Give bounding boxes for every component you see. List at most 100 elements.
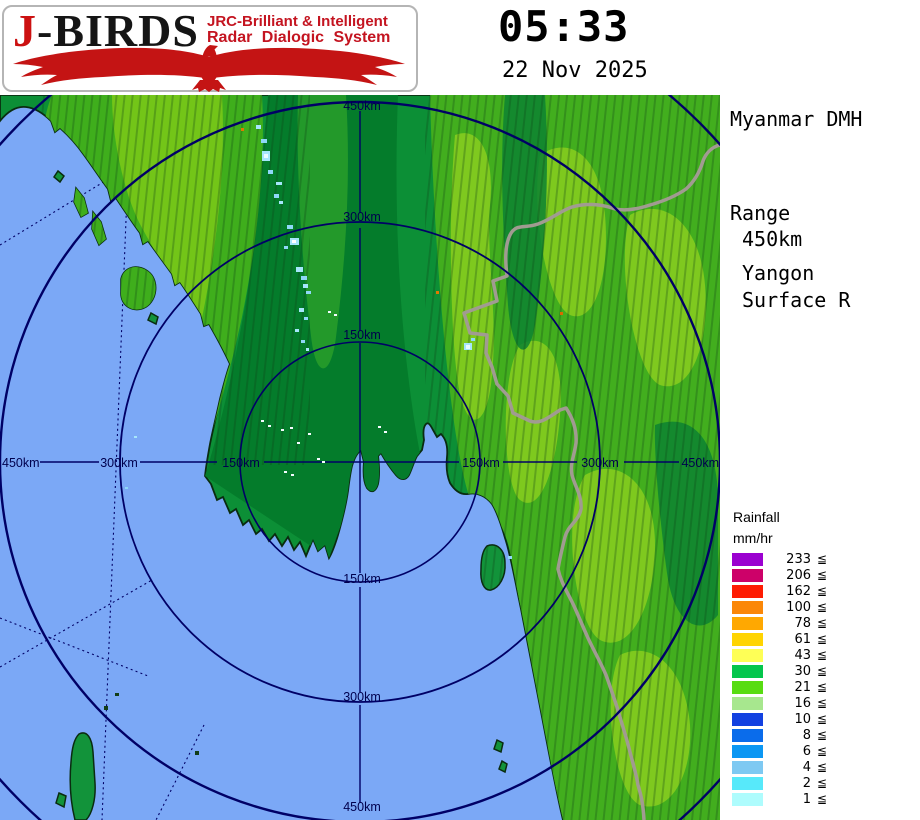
legend-value: 61 xyxy=(794,631,811,647)
legend-value: 43 xyxy=(794,647,811,663)
logo-birds: -BIRDS xyxy=(37,5,199,56)
ring-label-300-bottom: 300km xyxy=(343,690,381,704)
legend-operator: ≦ xyxy=(817,712,828,726)
legend-value: 206 xyxy=(786,567,811,583)
legend-operator: ≦ xyxy=(817,616,828,630)
legend-row: 162 ≦ xyxy=(732,583,827,599)
legend-row: 78 ≦ xyxy=(732,615,827,631)
legend-row: 233 ≦ xyxy=(732,551,827,567)
radar-map: 450km 300km 150km 150km 300km 450km 450k… xyxy=(0,0,842,820)
legend-row: 4 ≦ xyxy=(732,759,827,775)
legend-operator: ≦ xyxy=(817,728,828,742)
legend-value: 16 xyxy=(794,695,811,711)
ring-label-150-top: 150km xyxy=(343,328,381,342)
ring-label-300-top: 300km xyxy=(343,210,381,224)
legend-value: 6 xyxy=(802,743,811,759)
ring-label-300-right: 300km xyxy=(581,456,619,470)
legend-swatch xyxy=(732,760,763,774)
legend-title: Rainfall xyxy=(733,509,780,525)
logo-letter-j: J xyxy=(13,5,37,56)
range-value: 450km xyxy=(742,227,803,251)
legend-operator: ≦ xyxy=(817,632,828,646)
legend-operator: ≦ xyxy=(817,552,828,566)
info-panel: Myanmar DMH Range 450km Yangon Surface R… xyxy=(720,95,920,820)
legend-swatch xyxy=(732,728,763,742)
range-ring-labels: 450km 300km 150km 150km 300km 450km 450k… xyxy=(2,99,719,814)
legend-swatch xyxy=(732,776,763,790)
legend-operator: ≦ xyxy=(817,744,828,758)
legend-row: 16 ≦ xyxy=(732,695,827,711)
eagle-icon xyxy=(13,45,405,92)
legend-value: 162 xyxy=(786,583,811,599)
radar-map-canvas: 450km 300km 150km 150km 300km 450km 450k… xyxy=(0,0,842,820)
clock-date: 22 Nov 2025 xyxy=(502,58,648,83)
legend-value: 233 xyxy=(786,551,811,567)
ring-label-450-left: 450km xyxy=(2,456,40,470)
legend-value: 10 xyxy=(794,711,811,727)
site-name: Yangon xyxy=(742,261,815,285)
header-bar: J-BIRDS JRC-Brilliant & Intelligent Rada… xyxy=(0,0,920,95)
legend-swatch xyxy=(732,568,763,582)
crosshair-lines xyxy=(40,111,679,803)
rainfall-legend: 233 ≦ 206 ≦ 162 ≦ 100 ≦ 78 ≦ 61 ≦ 43 ≦ 30 ≦ 21 ≦ … xyxy=(732,551,827,807)
ring-label-450-top: 450km xyxy=(343,99,381,113)
range-label: Range xyxy=(730,201,791,225)
legend-swatch xyxy=(732,664,763,678)
ring-label-150-bottom: 150km xyxy=(343,572,381,586)
legend-operator: ≦ xyxy=(817,648,828,662)
legend-swatch xyxy=(732,744,763,758)
tagline-line1: JRC-Brilliant & Intelligent xyxy=(207,13,388,30)
legend-operator: ≦ xyxy=(817,792,828,806)
legend-row: 10 ≦ xyxy=(732,711,827,727)
legend-value: 30 xyxy=(794,663,811,679)
legend-value: 2 xyxy=(802,775,811,791)
product-name: Surface R xyxy=(742,288,851,312)
legend-operator: ≦ xyxy=(817,568,828,582)
legend-row: 2 ≦ xyxy=(732,775,827,791)
legend-swatch xyxy=(732,632,763,646)
legend-operator: ≦ xyxy=(817,664,828,678)
legend-row: 1 ≦ xyxy=(732,791,827,807)
legend-swatch xyxy=(732,584,763,598)
legend-value: 21 xyxy=(794,679,811,695)
ring-label-450-bottom: 450km xyxy=(343,800,381,814)
legend-row: 43 ≦ xyxy=(732,647,827,663)
tagline-line2: Radar Dialogic System xyxy=(207,29,391,46)
legend-row: 100 ≦ xyxy=(732,599,827,615)
legend-row: 61 ≦ xyxy=(732,631,827,647)
ring-label-150-left: 150km xyxy=(222,456,260,470)
app-logo: J-BIRDS xyxy=(13,4,199,57)
legend-swatch xyxy=(732,648,763,662)
legend-value: 100 xyxy=(786,599,811,615)
legend-operator: ≦ xyxy=(817,600,828,614)
ring-label-150-right: 150km xyxy=(462,456,500,470)
logo-tagline: JRC-Brilliant & Intelligent Radar Dialog… xyxy=(207,14,390,46)
legend-swatch xyxy=(732,696,763,710)
ring-label-450-right: 450km xyxy=(681,456,719,470)
legend-value: 78 xyxy=(794,615,811,631)
legend-row: 206 ≦ xyxy=(732,567,827,583)
legend-row: 6 ≦ xyxy=(732,743,827,759)
legend-operator: ≦ xyxy=(817,696,828,710)
legend-operator: ≦ xyxy=(817,776,828,790)
legend-row: 30 ≦ xyxy=(732,663,827,679)
ring-label-300-left: 300km xyxy=(100,456,138,470)
clock-time: 05:33 xyxy=(498,2,630,51)
legend-row: 8 ≦ xyxy=(732,727,827,743)
legend-operator: ≦ xyxy=(817,584,828,598)
organization-label: Myanmar DMH xyxy=(730,107,863,131)
legend-swatch xyxy=(732,616,763,630)
legend-operator: ≦ xyxy=(817,760,828,774)
legend-swatch xyxy=(732,680,763,694)
radar-echoes xyxy=(125,125,512,559)
legend-swatch xyxy=(732,552,763,566)
legend-value: 4 xyxy=(802,759,811,775)
legend-swatch xyxy=(732,792,763,806)
legend-operator: ≦ xyxy=(817,680,828,694)
legend-value: 8 xyxy=(802,727,811,743)
legend-row: 21 ≦ xyxy=(732,679,827,695)
legend-unit: mm/hr xyxy=(733,530,773,546)
legend-value: 1 xyxy=(802,791,811,807)
legend-swatch xyxy=(732,600,763,614)
